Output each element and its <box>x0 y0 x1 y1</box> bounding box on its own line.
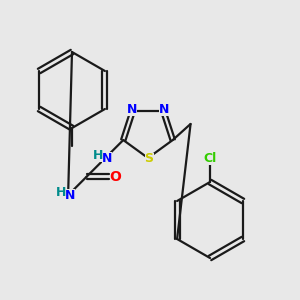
Text: Cl: Cl <box>203 152 217 164</box>
Text: N: N <box>102 152 112 165</box>
Text: H: H <box>56 186 66 199</box>
Text: N: N <box>159 103 169 116</box>
Text: H: H <box>93 149 103 162</box>
Text: N: N <box>127 103 137 116</box>
Text: S: S <box>145 152 154 166</box>
Text: O: O <box>110 170 122 184</box>
Text: N: N <box>65 189 75 202</box>
